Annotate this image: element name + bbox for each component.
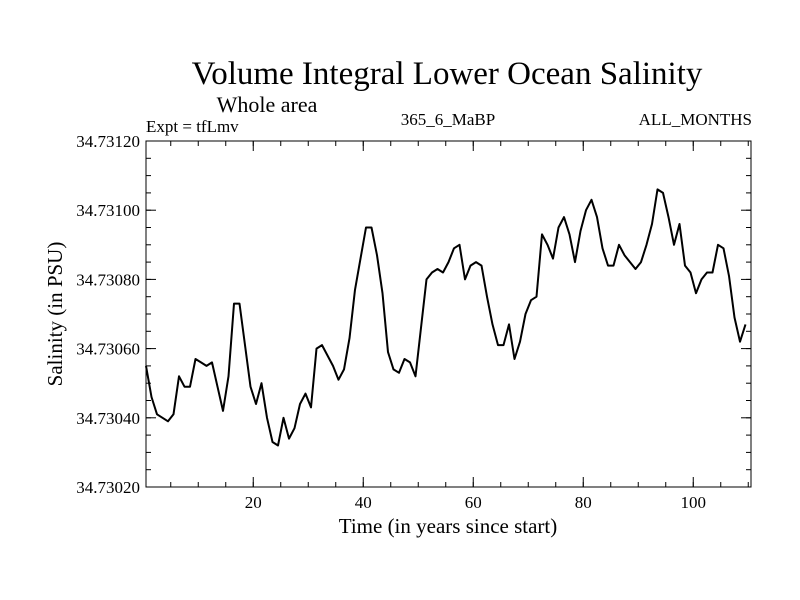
y-tick-label: 34.73020 xyxy=(76,478,140,497)
chart-subtitle: Whole area xyxy=(217,92,318,117)
annotation-expt: Expt = tfLmv xyxy=(146,117,239,136)
y-axis-label: Salinity (in PSU) xyxy=(43,242,67,387)
x-tick-label: 60 xyxy=(465,493,482,512)
y-tick-label: 34.73040 xyxy=(76,409,140,428)
annotation-months: ALL_MONTHS xyxy=(639,110,752,129)
chart-title: Volume Integral Lower Ocean Salinity xyxy=(192,56,703,92)
series-line-salinity xyxy=(145,188,747,447)
annotation-run: 365_6_MaBP xyxy=(401,110,495,129)
y-tick-label: 34.73080 xyxy=(76,270,140,289)
x-tick-label: 40 xyxy=(355,493,372,512)
plot-frame xyxy=(145,140,752,488)
x-axis: 20 40 60 80 100 xyxy=(170,141,749,512)
y-tick-label: 34.73120 xyxy=(76,132,140,151)
x-tick-label: 20 xyxy=(245,493,262,512)
data-points xyxy=(146,189,746,445)
y-tick-label: 34.73100 xyxy=(76,201,140,220)
x-tick-label: 80 xyxy=(575,493,592,512)
y-tick-label: 34.73060 xyxy=(76,340,140,359)
x-axis-label: Time (in years since start) xyxy=(339,514,558,538)
x-tick-label: 100 xyxy=(681,493,707,512)
y-axis: 34.73020 34.73040 34.73060 34.73080 34.73100… xyxy=(76,132,751,497)
